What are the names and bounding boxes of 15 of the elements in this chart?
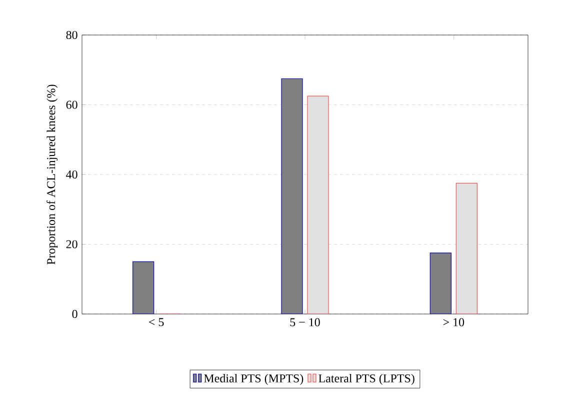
bar [456,182,478,314]
y-axis-title: Proportion of ACL-injured knees (%) [46,84,58,264]
y-tick-label: 80 [66,30,78,40]
x-tick-label: > 10 [443,318,464,326]
x-tick-label: < 5 [149,318,164,326]
y-tick-label: 0 [72,310,78,318]
y-tick-label: 40 [66,170,78,179]
bar [307,96,329,314]
legend-label: Medial PTS (MPTS) [204,374,304,385]
legend-label: Lateral PTS (LPTS) [318,374,414,385]
y-tick-label: 60 [66,100,78,109]
bar [132,261,154,314]
bar [430,252,452,314]
x-tick-label: 5 − 10 [290,318,320,326]
y-tick-label: 20 [66,240,78,248]
